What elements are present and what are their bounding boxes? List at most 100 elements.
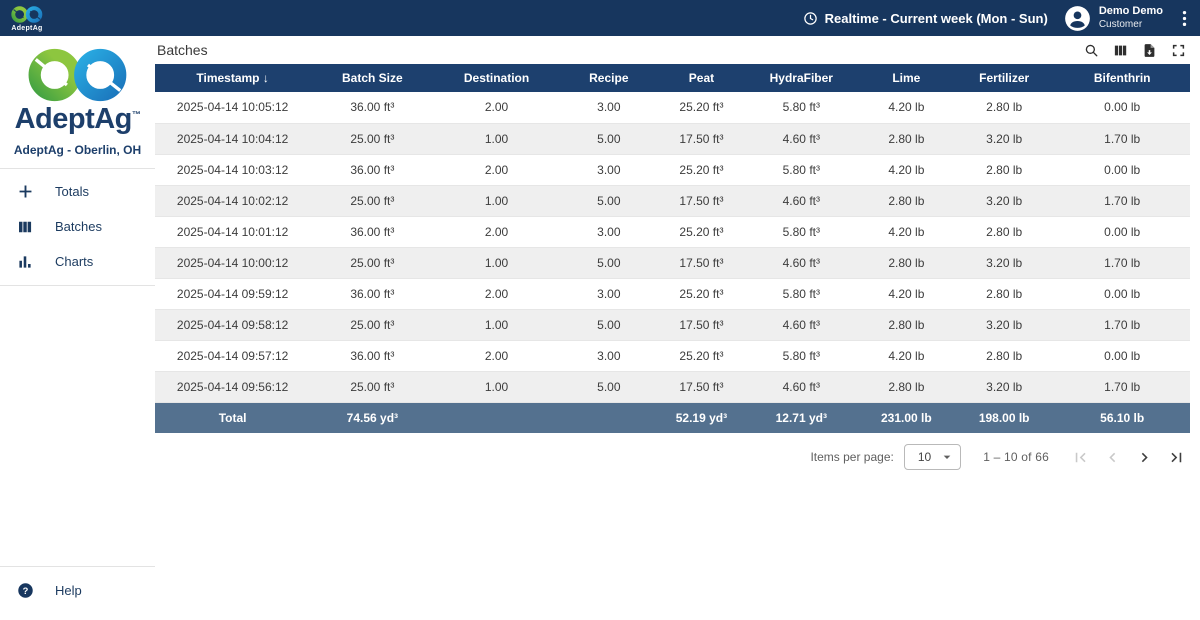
total-label: Total xyxy=(155,402,311,433)
kebab-menu-icon[interactable] xyxy=(1179,8,1190,29)
items-per-page-select[interactable]: 10 xyxy=(903,444,962,470)
table-cell: 3.00 xyxy=(558,92,660,124)
sidebar-help-section: ? Help xyxy=(0,567,155,620)
column-header-hydrafiber[interactable]: HydraFiber xyxy=(743,64,859,92)
table-cell: 17.50 ft³ xyxy=(659,247,744,279)
table-cell: 0.00 lb xyxy=(1054,92,1190,124)
table-cell: 1.70 lb xyxy=(1054,123,1190,155)
table-cell: 25.20 ft³ xyxy=(659,340,744,372)
batches-table: Timestamp ↓ Batch Size Destination Recipe Pe… xyxy=(155,64,1190,433)
table-cell: 2.80 lb xyxy=(858,185,954,217)
table-cell: 2.80 lb xyxy=(953,278,1055,310)
pagination-nav xyxy=(1071,448,1186,467)
column-header-batch-size[interactable]: Batch Size xyxy=(310,64,435,92)
main-panel: Batches xyxy=(155,36,1200,620)
user-menu[interactable]: Demo Demo Customer xyxy=(1064,5,1163,32)
table-cell: 2.00 xyxy=(434,278,559,310)
export-icon[interactable] xyxy=(1142,43,1157,58)
table-cell: 4.60 ft³ xyxy=(743,123,859,155)
first-page-icon[interactable] xyxy=(1071,448,1090,467)
avatar-icon xyxy=(1064,5,1090,31)
table-cell: 0.00 lb xyxy=(1054,216,1190,248)
total-cell xyxy=(558,402,660,433)
page-title: Batches xyxy=(157,42,208,58)
table-cell: 17.50 ft³ xyxy=(659,185,744,217)
table-cell: 4.20 lb xyxy=(858,92,954,124)
clock-icon xyxy=(803,11,817,25)
table-cell: 1.70 lb xyxy=(1054,247,1190,279)
table-cell: 0.00 lb xyxy=(1054,340,1190,372)
total-cell: 52.19 yd³ xyxy=(659,402,744,433)
table-cell: 3.00 xyxy=(558,278,660,310)
column-header-lime[interactable]: Lime xyxy=(858,64,954,92)
table-cell: 36.00 ft³ xyxy=(310,92,435,124)
table-row: 2025-04-14 09:59:12 36.00 ft³ 2.00 3.00 25.2… xyxy=(155,278,1190,310)
total-cell: 56.10 lb xyxy=(1054,402,1190,433)
table-cell: 2025-04-14 10:03:12 xyxy=(155,154,311,186)
table-cell: 2.80 lb xyxy=(953,216,1055,248)
table-cell: 3.20 lb xyxy=(953,247,1055,279)
table-row: 2025-04-14 10:04:12 25.00 ft³ 1.00 5.00 17.5… xyxy=(155,123,1190,155)
table-cell: 4.60 ft³ xyxy=(743,371,859,403)
bar-chart-icon xyxy=(15,254,35,270)
sidebar-item-batches[interactable]: Batches xyxy=(0,209,155,244)
user-role: Customer xyxy=(1098,18,1143,30)
last-page-icon[interactable] xyxy=(1167,448,1186,467)
total-cell xyxy=(434,402,559,433)
table-cell: 5.80 ft³ xyxy=(743,92,859,124)
table-cell: 4.20 lb xyxy=(858,340,954,372)
table-cell: 36.00 ft³ xyxy=(310,216,435,248)
sidebar-nav: Totals Batches Charts xyxy=(0,169,155,285)
table-cell: 2025-04-14 09:59:12 xyxy=(155,278,311,310)
table-cell: 5.80 ft³ xyxy=(743,278,859,310)
table-cell: 5.80 ft³ xyxy=(743,154,859,186)
column-header-bifenthrin[interactable]: Bifenthrin xyxy=(1054,64,1190,92)
table-cell: 2.00 xyxy=(434,154,559,186)
table-row: 2025-04-14 10:00:12 25.00 ft³ 1.00 5.00 17.5… xyxy=(155,247,1190,279)
search-icon[interactable] xyxy=(1084,43,1099,58)
prev-page-icon[interactable] xyxy=(1103,448,1122,467)
view-columns-icon xyxy=(15,219,35,235)
table-cell: 25.00 ft³ xyxy=(310,309,435,341)
column-header-recipe[interactable]: Recipe xyxy=(558,64,660,92)
view-columns-icon[interactable] xyxy=(1113,43,1128,58)
sidebar-item-totals[interactable]: Totals xyxy=(0,174,155,209)
fullscreen-icon[interactable] xyxy=(1171,43,1186,58)
column-header-destination[interactable]: Destination xyxy=(434,64,559,92)
help-label: Help xyxy=(55,583,82,598)
table-cell: 3.20 lb xyxy=(953,185,1055,217)
total-cell: 231.00 lb xyxy=(858,402,954,433)
navbar-logo[interactable]: AdeptAg xyxy=(8,5,46,32)
sidebar: AdeptAg™ AdeptAg - Oberlin, OH Totals Ba… xyxy=(0,36,155,620)
sidebar-item-help[interactable]: ? Help xyxy=(0,573,155,608)
table-cell: 0.00 lb xyxy=(1054,278,1190,310)
table-cell: 5.80 ft³ xyxy=(743,216,859,248)
table-cell: 2.80 lb xyxy=(953,154,1055,186)
table-row: 2025-04-14 10:05:12 36.00 ft³ 2.00 3.00 25.2… xyxy=(155,92,1190,124)
table-cell: 2.00 xyxy=(434,92,559,124)
table-cell: 2025-04-14 09:56:12 xyxy=(155,371,311,403)
sidebar-divider xyxy=(0,168,155,169)
column-header-peat[interactable]: Peat xyxy=(659,64,744,92)
table-cell: 17.50 ft³ xyxy=(659,123,744,155)
next-page-icon[interactable] xyxy=(1135,448,1154,467)
sidebar-divider xyxy=(0,566,155,567)
table-cell: 25.00 ft³ xyxy=(310,371,435,403)
column-header-timestamp[interactable]: Timestamp ↓ xyxy=(155,64,311,92)
table-row: 2025-04-14 10:03:12 36.00 ft³ 2.00 3.00 25.2… xyxy=(155,154,1190,186)
table-cell: 25.00 ft³ xyxy=(310,123,435,155)
column-header-fertilizer[interactable]: Fertilizer xyxy=(953,64,1055,92)
table-cell: 4.60 ft³ xyxy=(743,309,859,341)
table-cell: 2025-04-14 09:57:12 xyxy=(155,340,311,372)
table-cell: 1.00 xyxy=(434,371,559,403)
table-cell: 25.00 ft³ xyxy=(310,247,435,279)
table-cell: 1.70 lb xyxy=(1054,309,1190,341)
table-actions xyxy=(1084,43,1188,58)
total-cell: 74.56 yd³ xyxy=(310,402,435,433)
sidebar-spacer xyxy=(0,286,155,566)
svg-text:?: ? xyxy=(22,586,28,596)
realtime-range-selector[interactable]: Realtime - Current week (Mon - Sun) xyxy=(803,11,1048,26)
total-cell: 198.00 lb xyxy=(953,402,1055,433)
sidebar-item-charts[interactable]: Charts xyxy=(0,244,155,279)
table-cell: 1.00 xyxy=(434,185,559,217)
